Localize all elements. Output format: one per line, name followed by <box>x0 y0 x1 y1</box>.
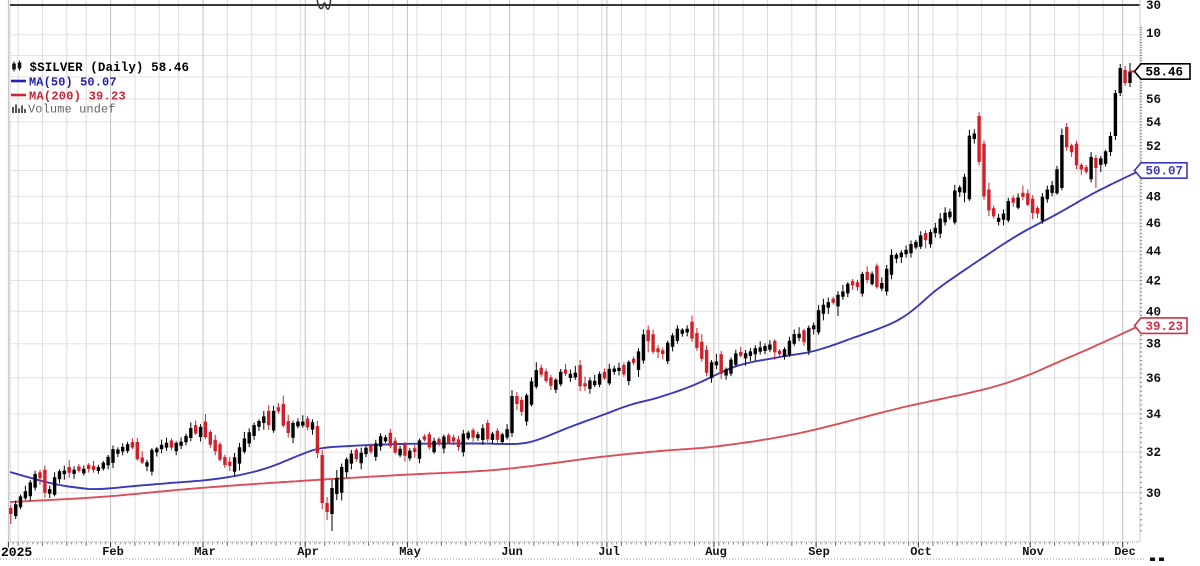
svg-text:Feb: Feb <box>102 545 124 559</box>
svg-text:Apr: Apr <box>297 545 319 559</box>
svg-text:39.23: 39.23 <box>1146 320 1184 334</box>
svg-text:Sep: Sep <box>808 545 830 559</box>
svg-text:MA(200) 39.23: MA(200) 39.23 <box>29 90 126 104</box>
svg-text:38: 38 <box>1146 338 1161 352</box>
svg-text:32: 32 <box>1146 446 1161 460</box>
svg-text:46: 46 <box>1146 217 1161 231</box>
svg-text:Jul: Jul <box>598 545 620 559</box>
svg-text:2025: 2025 <box>1 545 32 560</box>
svg-text:56: 56 <box>1146 93 1161 107</box>
svg-text:58.46: 58.46 <box>1146 66 1184 80</box>
svg-text:Nov: Nov <box>1022 545 1044 559</box>
svg-text:10: 10 <box>1146 27 1161 41</box>
svg-text:Mar: Mar <box>194 545 216 559</box>
svg-text:36: 36 <box>1146 372 1161 386</box>
svg-text:54: 54 <box>1146 116 1162 130</box>
svg-text:Dec: Dec <box>1114 545 1136 559</box>
svg-text:$SILVER (Daily) 58.46: $SILVER (Daily) 58.46 <box>30 61 190 75</box>
svg-text:42: 42 <box>1146 275 1161 289</box>
svg-text:Volume undef: Volume undef <box>28 103 116 117</box>
svg-text:50.07: 50.07 <box>1146 165 1184 179</box>
svg-text:Jun: Jun <box>501 545 523 559</box>
svg-text:34: 34 <box>1146 408 1162 422</box>
svg-text:Oct: Oct <box>910 545 932 559</box>
svg-text:52: 52 <box>1146 140 1161 154</box>
svg-text:30: 30 <box>1146 0 1161 13</box>
svg-text:48: 48 <box>1146 190 1161 204</box>
svg-text:May: May <box>399 545 421 559</box>
svg-text:40: 40 <box>1146 305 1161 319</box>
svg-text:MA(50) 50.07: MA(50) 50.07 <box>29 76 117 90</box>
svg-text:30: 30 <box>1146 487 1161 501</box>
svg-text:44: 44 <box>1146 245 1162 259</box>
svg-text:Aug: Aug <box>705 545 727 559</box>
